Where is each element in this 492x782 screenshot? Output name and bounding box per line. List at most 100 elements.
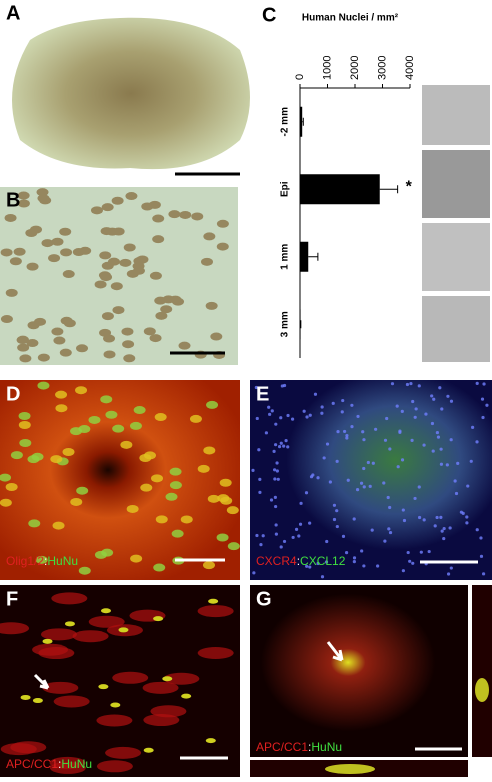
nucleus xyxy=(430,394,433,397)
y-tick-label: -2 mm xyxy=(280,107,291,137)
nucleus xyxy=(144,327,156,335)
nucleus xyxy=(14,248,26,256)
nucleus xyxy=(275,523,278,526)
nucleus xyxy=(321,405,324,408)
nucleus xyxy=(388,447,391,450)
nucleus xyxy=(104,350,116,358)
nucleus xyxy=(415,407,418,410)
cell xyxy=(162,676,172,681)
nucleus xyxy=(465,515,468,518)
nucleus xyxy=(141,203,153,211)
nucleus xyxy=(362,564,365,567)
nucleus xyxy=(432,449,435,452)
cell xyxy=(228,542,240,550)
nucleus xyxy=(323,456,326,459)
stain-red: CXCR4 xyxy=(256,554,297,568)
cell xyxy=(95,551,107,559)
nucleus xyxy=(91,206,103,214)
cell xyxy=(156,515,168,523)
cell xyxy=(153,564,165,572)
nucleus xyxy=(424,412,427,415)
nucleus xyxy=(387,527,390,530)
nucleus xyxy=(282,445,285,448)
nucleus xyxy=(275,533,278,536)
nucleus xyxy=(329,480,332,483)
nucleus xyxy=(265,431,268,434)
cell xyxy=(33,698,43,703)
cell xyxy=(11,451,23,459)
cell xyxy=(198,465,210,473)
nucleus xyxy=(280,545,283,548)
nucleus xyxy=(305,491,308,494)
nucleus xyxy=(454,479,457,482)
nucleus xyxy=(360,549,363,552)
process xyxy=(96,715,132,727)
nucleus xyxy=(356,488,359,491)
cell xyxy=(208,599,218,604)
stain-label: CXCR4:CXCL12 xyxy=(256,554,346,568)
nucleus xyxy=(320,412,323,415)
nucleus xyxy=(447,572,450,575)
nucleus xyxy=(360,482,363,485)
nucleus xyxy=(52,238,64,246)
cell xyxy=(170,468,182,476)
nucleus xyxy=(443,527,446,530)
nucleus xyxy=(203,232,215,240)
nucleus xyxy=(210,333,222,341)
nucleus xyxy=(397,465,400,468)
nucleus xyxy=(456,462,459,465)
thumbnail xyxy=(422,296,490,362)
cell xyxy=(118,627,128,632)
nucleus xyxy=(391,382,394,385)
nucleus xyxy=(455,492,458,495)
cell xyxy=(206,401,218,409)
process xyxy=(143,682,179,694)
nucleus xyxy=(420,551,423,554)
cell xyxy=(203,561,215,569)
nucleus xyxy=(418,516,421,519)
nucleus xyxy=(274,423,277,426)
nucleus xyxy=(103,335,115,343)
nucleus xyxy=(423,518,426,521)
cell xyxy=(70,498,82,506)
nucleus xyxy=(108,258,120,266)
nucleus xyxy=(284,439,287,442)
nucleus xyxy=(99,271,111,279)
nucleus xyxy=(482,572,485,575)
cell xyxy=(101,608,111,613)
nucleus xyxy=(53,337,65,345)
nucleus xyxy=(481,397,484,400)
nucleus xyxy=(278,445,281,448)
process xyxy=(105,747,141,759)
nucleus xyxy=(274,496,277,499)
nucleus xyxy=(37,188,49,196)
cell xyxy=(134,406,146,414)
nucleus xyxy=(396,405,399,408)
process xyxy=(97,760,133,772)
cell xyxy=(151,474,163,482)
stain-red: APC/CC1 xyxy=(256,740,308,754)
nucleus xyxy=(418,485,421,488)
nucleus xyxy=(465,521,468,524)
cell xyxy=(53,522,65,530)
nucleus xyxy=(299,502,302,505)
nucleus xyxy=(303,410,306,413)
nucleus xyxy=(276,469,279,472)
nucleus xyxy=(460,511,463,514)
nucleus xyxy=(345,434,348,437)
nucleus xyxy=(422,443,425,446)
cell xyxy=(166,493,178,501)
error-bar xyxy=(302,118,303,126)
cell xyxy=(172,530,184,538)
image-bg xyxy=(250,585,468,757)
nucleus xyxy=(291,418,294,421)
nucleus xyxy=(277,478,280,481)
image-bg xyxy=(0,380,240,580)
nucleus xyxy=(28,321,40,329)
nucleus xyxy=(121,328,133,336)
nucleus xyxy=(102,203,114,211)
nucleus xyxy=(432,398,435,401)
nucleus xyxy=(431,422,434,425)
nucleus xyxy=(479,536,482,539)
